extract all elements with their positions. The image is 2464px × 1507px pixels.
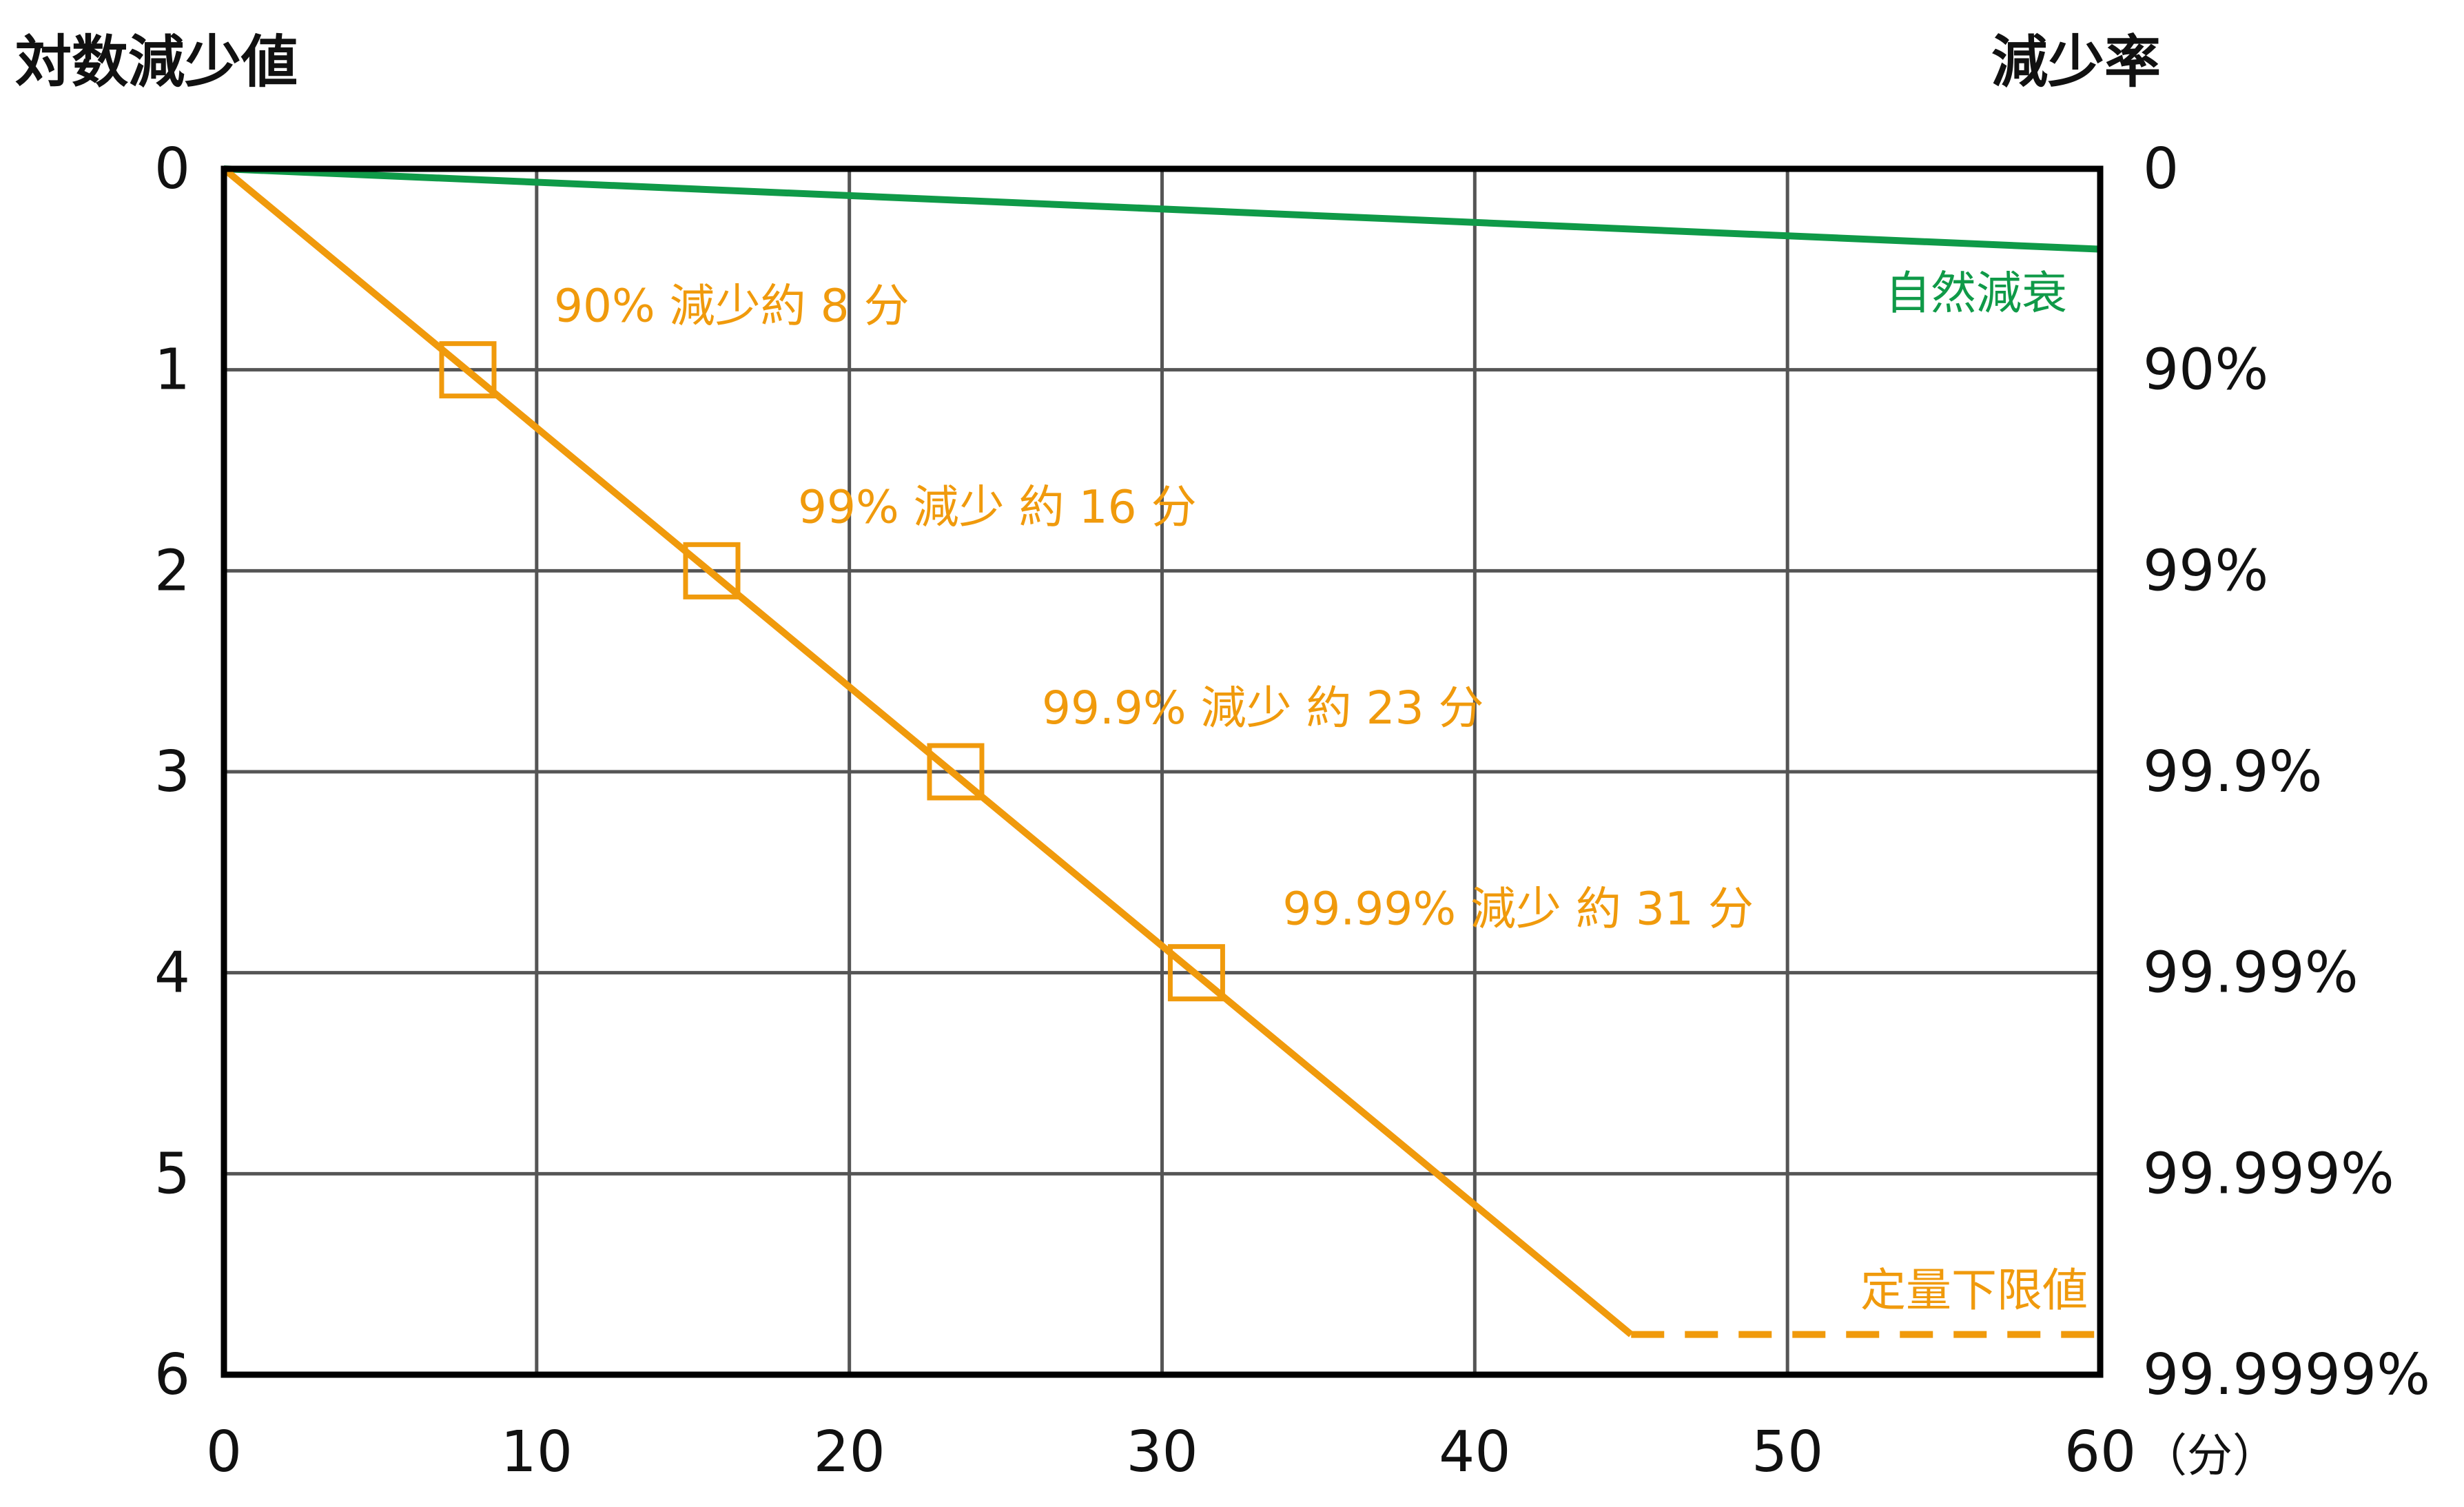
data-label: 90% 減少約 8 分 <box>554 280 910 333</box>
right-tick-label: 90% <box>2143 338 2268 403</box>
right-tick-label: 99% <box>2143 538 2268 604</box>
data-label: 99% 減少 約 16 分 <box>798 480 1197 533</box>
y-tick-label: 1 <box>154 338 190 403</box>
data-label: 99.99% 減少 約 31 分 <box>1282 883 1754 936</box>
right-tick-label: 99.9% <box>2143 739 2323 805</box>
y-tick-label: 3 <box>154 739 190 805</box>
y-tick-label: 0 <box>154 136 190 202</box>
x-tick-label: 60 <box>2064 1419 2136 1485</box>
series-line <box>223 165 2101 253</box>
point-marker <box>1167 944 1225 1002</box>
x-unit-label: （分） <box>2142 1429 2278 1482</box>
point-marker <box>439 341 497 399</box>
x-tick-label: 40 <box>1439 1419 1510 1485</box>
data-label: 99.9% 減少 約 23 分 <box>1042 681 1484 735</box>
x-tick-label: 10 <box>501 1419 573 1485</box>
plot-frame <box>220 165 2104 1378</box>
x-tick-label: 30 <box>1126 1419 1198 1485</box>
right-tick-label: 99.999% <box>2143 1141 2394 1207</box>
x-tick-label: 50 <box>1752 1419 1823 1485</box>
right-tick-label: 99.9999% <box>2143 1342 2430 1408</box>
point-marker <box>683 542 741 599</box>
y-tick-label: 4 <box>154 941 190 1006</box>
y-tick-label: 2 <box>154 538 190 604</box>
right-tick-label: 0 <box>2143 136 2179 202</box>
left-axis-title: 対数減少値 <box>15 30 298 95</box>
y-tick-label: 6 <box>154 1342 190 1408</box>
marker-layer: 90% 減少約 8 分 99% 減少 約 16 分 99.9% 減少 約 23 分 9… <box>439 280 1754 1002</box>
right-axis-title: 減少率 <box>1991 30 2161 95</box>
tick-labels: 0 10 20 30 40 50 600123456090%99%99.9%99.99%99… <box>154 136 2430 1485</box>
point-marker <box>927 743 985 801</box>
x-tick-label: 20 <box>813 1419 885 1485</box>
series-label: 定量下限値 <box>1860 1264 2088 1317</box>
series-label: 自然減衰 <box>1885 267 2067 320</box>
grid <box>222 167 2102 1377</box>
y-tick-label: 5 <box>154 1141 190 1207</box>
x-tick-label: 0 <box>206 1419 242 1485</box>
right-tick-label: 99.99% <box>2143 941 2359 1006</box>
